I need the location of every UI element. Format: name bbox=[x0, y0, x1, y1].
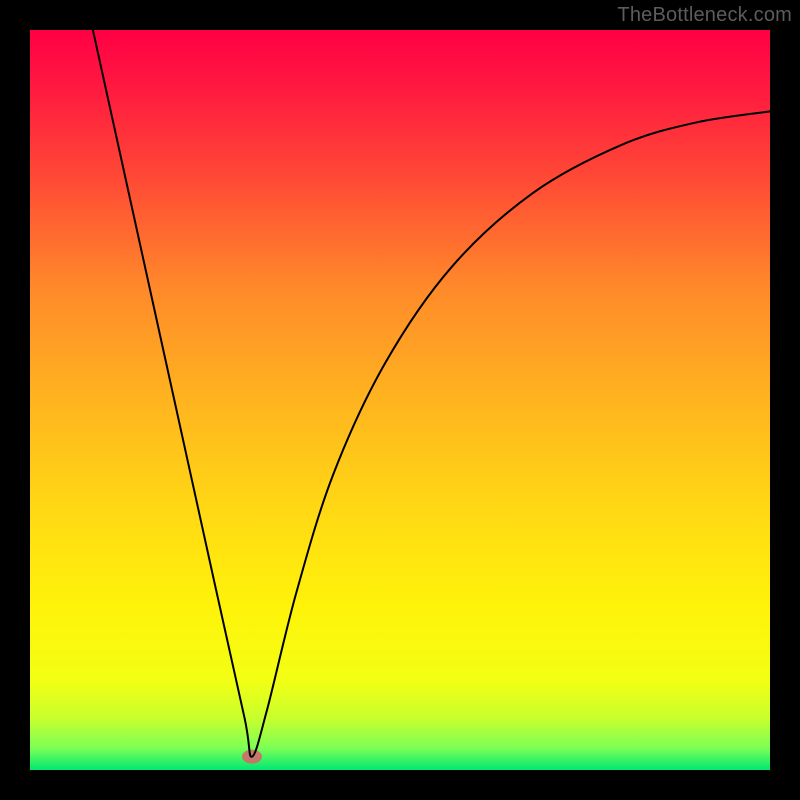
bottleneck-chart bbox=[0, 0, 800, 800]
chart-container: TheBottleneck.com bbox=[0, 0, 800, 800]
watermark-text: TheBottleneck.com bbox=[617, 4, 792, 27]
plot-gradient-background bbox=[30, 30, 770, 770]
